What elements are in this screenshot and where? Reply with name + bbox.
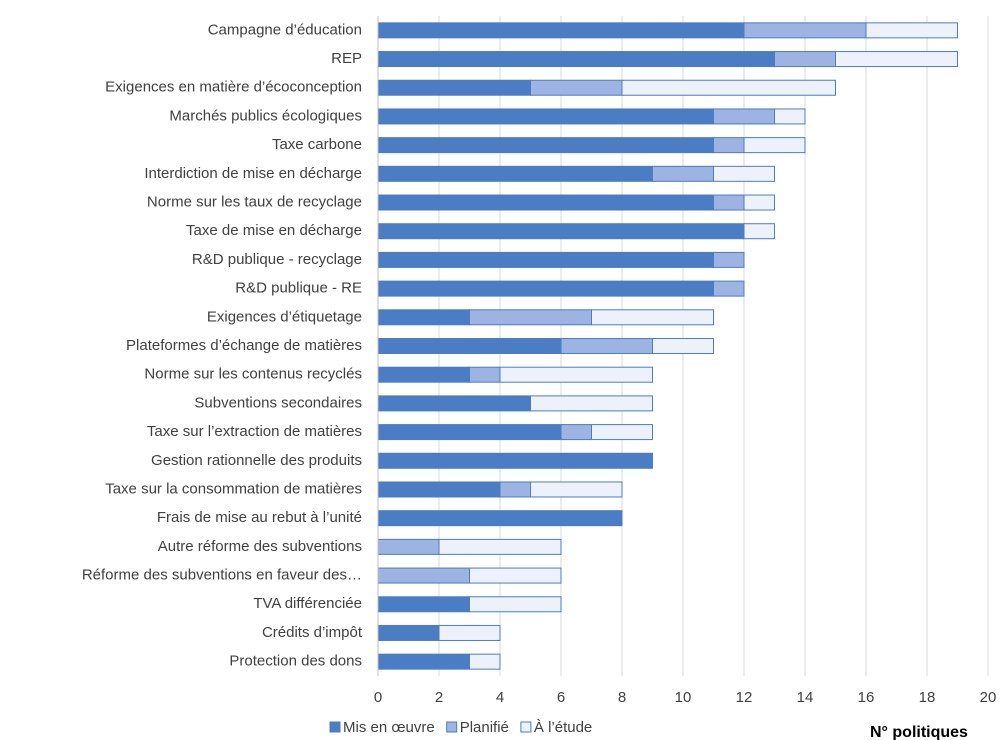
legend-label: Mis en œuvre: [343, 719, 435, 736]
bar-segment: [591, 309, 714, 326]
bar-segment: [530, 481, 623, 498]
bar-segment: [377, 79, 531, 96]
bar-segment: [377, 653, 470, 670]
bar-segment: [774, 51, 836, 68]
y-tick-label: Exigences en matière d’écoconception: [105, 79, 362, 96]
y-tick-label: Taxe sur la consommation de matières: [105, 480, 362, 497]
bar-segment: [743, 194, 775, 211]
y-tick-label: Campagne d’éducation: [208, 21, 362, 38]
legend-swatch: [446, 721, 458, 733]
bar-segment: [377, 395, 531, 412]
bar-segment: [499, 481, 531, 498]
bar-segment: [377, 251, 714, 268]
y-tick-label: Marchés publics écologiques: [169, 107, 362, 124]
legend-swatch: [329, 721, 341, 733]
y-tick-label: Crédits d’impôt: [262, 624, 363, 641]
bar-segment: [713, 165, 775, 182]
y-tick-label: Norme sur les taux de recyclage: [147, 193, 362, 210]
bar-segment: [591, 424, 653, 441]
bar-segment: [377, 624, 440, 641]
x-tick-label: 18: [919, 689, 936, 706]
y-tick-label: TVA différenciée: [253, 595, 362, 612]
bar-segment: [713, 251, 745, 268]
y-tick-label: R&D publique - recyclage: [192, 251, 362, 268]
bar-segment: [377, 309, 470, 326]
x-tick-label: 6: [557, 689, 565, 706]
y-tick-label: Taxe sur l’extraction de matières: [147, 423, 362, 440]
bar-segment: [377, 510, 623, 527]
bar-segment: [713, 137, 745, 154]
legend-label: À l’étude: [534, 719, 592, 736]
bar-segment: [377, 567, 470, 584]
bar-segment: [377, 194, 714, 211]
bar-segment: [377, 108, 714, 125]
y-tick-label: Taxe carbone: [272, 136, 362, 153]
y-tick-label: Réforme des subventions en faveur des…: [82, 567, 362, 584]
legend-swatch: [520, 721, 532, 733]
bar-segment: [377, 338, 562, 354]
legend-label: Planifié: [460, 719, 509, 736]
bar-segment: [377, 137, 714, 154]
y-tick-label: Exigences d’étiquetage: [207, 308, 362, 325]
bar-segment: [377, 538, 440, 555]
x-tick-label: 16: [858, 689, 875, 706]
bar-segment: [377, 596, 470, 613]
x-tick-label: 0: [374, 689, 382, 706]
x-tick-label: 20: [980, 689, 997, 706]
y-tick-label: Protection des dons: [229, 653, 362, 670]
bar-segment: [469, 309, 592, 326]
bar-segment: [713, 108, 775, 125]
bar-segment: [377, 223, 745, 240]
bar-segment: [499, 366, 653, 383]
bar-segment: [438, 624, 501, 641]
bar-segment: [560, 338, 653, 354]
bar-segment: [652, 338, 714, 354]
bar-segment: [530, 395, 653, 412]
bar-segment: [469, 366, 501, 383]
y-tick-label: Autre réforme des subventions: [158, 538, 362, 555]
bar-segment: [865, 22, 958, 39]
bar-segment: [438, 538, 562, 555]
bar-segment: [621, 79, 836, 96]
bar-segment: [774, 108, 806, 125]
y-tick-label: Frais de mise au rebut à l’unité: [157, 509, 362, 526]
bar-segment: [469, 596, 562, 613]
bar-segment: [743, 137, 806, 154]
bar-segment: [469, 567, 562, 584]
bar-segment: [377, 481, 501, 498]
y-tick-label: Taxe de mise en décharge: [186, 222, 362, 239]
y-tick-label: Interdiction de mise en décharge: [144, 165, 362, 182]
bar-segment: [377, 165, 653, 182]
y-tick-label: Norme sur les contenus recyclés: [144, 366, 362, 383]
bar-segment: [713, 194, 745, 211]
y-tick-label: Plateformes d’échange de matières: [126, 337, 362, 354]
bar-segment: [377, 51, 775, 68]
bar-segment: [377, 366, 470, 383]
x-tick-label: 8: [618, 689, 626, 706]
x-tick-label: 2: [435, 689, 443, 706]
bar-segment: [835, 51, 958, 68]
x-tick-label: 10: [675, 689, 692, 706]
x-axis-label: N° politiques: [870, 724, 968, 740]
y-tick-label: Subventions secondaires: [194, 394, 362, 411]
bar-segment: [652, 165, 714, 182]
bar-segment: [377, 22, 745, 39]
bar-segment: [530, 79, 623, 96]
bar-segment: [743, 22, 867, 39]
x-tick-label: 4: [496, 689, 504, 706]
bar-segment: [377, 452, 653, 469]
y-tick-label: R&D publique - RE: [235, 280, 362, 297]
x-tick-label: 14: [797, 689, 814, 706]
y-tick-label: REP: [331, 50, 362, 67]
bar-segment: [743, 223, 775, 240]
bar-segment: [560, 424, 592, 441]
bar-segment: [469, 653, 501, 670]
bar-segment: [377, 424, 562, 441]
x-tick-label: 12: [736, 689, 753, 706]
bar-segment: [713, 280, 745, 297]
y-tick-label: Gestion rationnelle des produits: [151, 452, 362, 469]
bar-segment: [377, 280, 714, 297]
